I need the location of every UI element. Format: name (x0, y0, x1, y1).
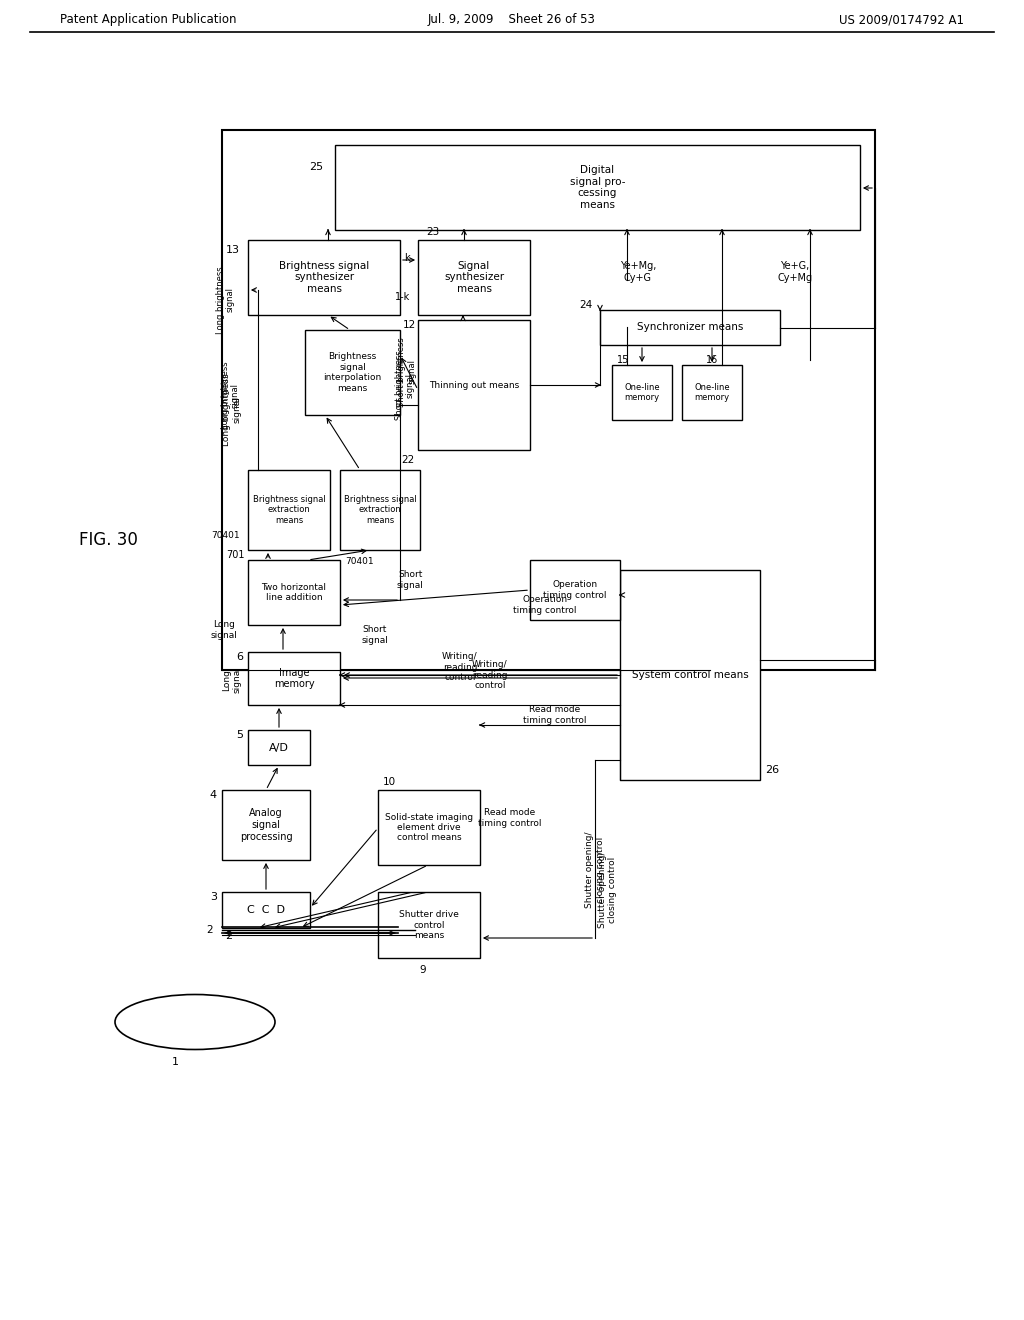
Bar (612, 366, 672, 420)
Bar (248, 470, 330, 550)
Text: 12: 12 (403, 319, 416, 330)
Text: Short
signal: Short signal (397, 570, 424, 590)
Text: 15: 15 (617, 355, 630, 366)
Text: Analog
signal
processing: Analog signal processing (240, 808, 292, 842)
Bar (305, 330, 400, 414)
Text: Patent Application Publication: Patent Application Publication (60, 13, 237, 26)
Text: Short
signal: Short signal (361, 626, 388, 644)
Text: Long brightness
signal: Long brightness signal (220, 362, 240, 429)
Text: 701: 701 (226, 550, 245, 560)
Text: Ye+Mg,
Cy+G: Ye+Mg, Cy+G (620, 261, 656, 282)
Bar (248, 560, 340, 624)
Text: Read mode
timing control: Read mode timing control (478, 808, 542, 828)
Bar (378, 789, 480, 865)
Text: Two horizontal
line addition: Two horizontal line addition (261, 583, 327, 602)
Text: 24: 24 (579, 300, 592, 310)
Text: Brightness signal
synthesizer
means: Brightness signal synthesizer means (279, 261, 369, 294)
Text: Shutter opening/
closing control: Shutter opening/ closing control (586, 832, 605, 908)
Text: FIG. 30: FIG. 30 (79, 531, 137, 549)
Text: Jul. 9, 2009    Sheet 26 of 53: Jul. 9, 2009 Sheet 26 of 53 (428, 13, 596, 26)
Text: k: k (404, 253, 410, 263)
Bar (378, 892, 480, 958)
Text: 16: 16 (706, 355, 718, 366)
Bar (222, 789, 310, 861)
Text: Short brightness
signal: Short brightness signal (397, 337, 417, 407)
Text: 3: 3 (210, 892, 217, 902)
Text: One-line
memory: One-line memory (694, 383, 730, 403)
Bar (418, 240, 530, 315)
Text: 1-k: 1-k (394, 292, 410, 302)
Bar (620, 570, 760, 780)
Text: Long
signal: Long signal (222, 667, 242, 693)
Ellipse shape (115, 994, 275, 1049)
Bar (222, 892, 310, 928)
Text: Thinning out means: Thinning out means (429, 380, 519, 389)
Text: 9: 9 (420, 965, 426, 975)
Text: Ye+G,
Cy+Mg: Ye+G, Cy+Mg (777, 261, 813, 282)
Text: US 2009/0174792 A1: US 2009/0174792 A1 (839, 13, 964, 26)
Text: One-line
memory: One-line memory (625, 383, 659, 403)
Bar (340, 470, 420, 550)
Bar (248, 730, 310, 766)
Text: 23: 23 (426, 227, 439, 238)
Text: 70401: 70401 (211, 531, 240, 540)
Text: 22: 22 (401, 455, 415, 465)
Text: Long
signal: Long signal (210, 620, 237, 640)
Text: 2: 2 (225, 931, 232, 941)
Bar (530, 560, 620, 620)
Bar (248, 652, 340, 705)
Text: Shutter opening/
closing control: Shutter opening/ closing control (598, 851, 617, 928)
Text: Brightness signal
extraction
means: Brightness signal extraction means (344, 495, 417, 525)
Text: 6: 6 (236, 652, 243, 663)
Text: 70401: 70401 (345, 557, 374, 566)
Text: Operation
timing control: Operation timing control (544, 581, 607, 599)
Text: Brightness signal
extraction
means: Brightness signal extraction means (253, 495, 326, 525)
Bar (418, 319, 530, 450)
Bar (600, 310, 780, 345)
Text: C  C  D: C C D (247, 906, 285, 915)
Text: 13: 13 (226, 246, 240, 255)
Text: Shutter drive
control
means: Shutter drive control means (399, 909, 459, 940)
Text: Long brightness
signal: Long brightness signal (216, 267, 234, 334)
Text: A/D: A/D (269, 742, 289, 752)
Text: Solid-state imaging
element drive
control means: Solid-state imaging element drive contro… (385, 813, 473, 842)
Bar (682, 366, 742, 420)
Text: System control means: System control means (632, 671, 749, 680)
Text: Long brightness
signal: Long brightness signal (222, 374, 242, 446)
Text: Brightness
signal
interpolation
means: Brightness signal interpolation means (324, 352, 382, 392)
Text: Signal
synthesizer
means: Signal synthesizer means (444, 261, 504, 294)
Bar (248, 240, 400, 315)
Bar (222, 129, 874, 671)
Text: 2: 2 (207, 925, 213, 935)
Text: 5: 5 (236, 730, 243, 741)
Text: 25: 25 (309, 162, 323, 173)
Text: 26: 26 (765, 766, 779, 775)
Text: 10: 10 (383, 777, 396, 787)
Text: 4: 4 (210, 789, 217, 800)
Text: Operation
timing control: Operation timing control (513, 595, 577, 615)
Text: Image
memory: Image memory (273, 668, 314, 689)
Bar (335, 145, 860, 230)
Text: Writing/
reading
control: Writing/ reading control (472, 660, 508, 690)
Text: Short brightness
signal: Short brightness signal (395, 350, 415, 420)
Text: 1: 1 (171, 1057, 178, 1067)
Text: Read mode
timing control: Read mode timing control (523, 705, 587, 725)
Text: Writing/
reading
control: Writing/ reading control (442, 652, 478, 682)
Text: Synchronizer means: Synchronizer means (637, 322, 743, 333)
Text: Digital
signal pro-
cessing
means: Digital signal pro- cessing means (569, 165, 626, 210)
